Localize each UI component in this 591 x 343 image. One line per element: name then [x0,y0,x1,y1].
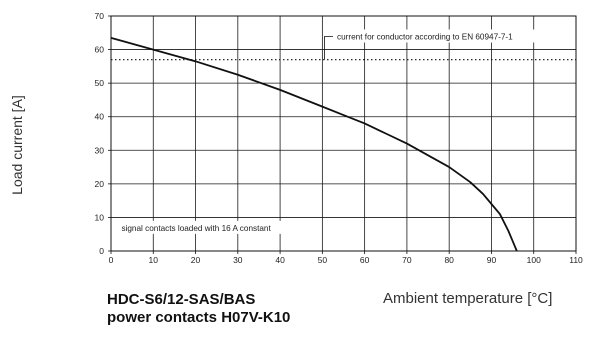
x-axis-label: Ambient temperature [°C] [383,290,553,307]
y-axis-label: Load current [A] [9,95,25,195]
x-tick-label-110: 110 [569,255,583,265]
y-tick-label-0: 0 [99,246,104,256]
x-tick-label-100: 100 [527,255,541,265]
annotation-leader-0 [324,36,334,60]
x-tick-label-20: 20 [191,255,201,265]
x-tick-label-10: 10 [149,255,159,265]
x-tick-label-0: 0 [109,255,114,265]
series-title-line-2: power contacts H07V-K10 [107,309,291,326]
series-title: HDC-S6/12-SAS/BAS power contacts H07V-K1… [107,291,290,327]
y-tick-label-60: 60 [95,45,105,55]
x-tick-label-30: 30 [233,255,243,265]
x-tick-label-80: 80 [444,255,454,265]
y-tick-label-10: 10 [95,212,105,222]
x-tick-label-40: 40 [275,255,285,265]
x-tick-label-70: 70 [402,255,412,265]
plot-frame [110,15,577,252]
annotation-text-0: current for conductor according to EN 60… [337,33,513,42]
y-tick-label-20: 20 [95,179,105,189]
x-tick-label-50: 50 [318,255,328,265]
y-tick-label-40: 40 [95,112,105,122]
annotation-bg-1 [119,220,315,234]
series-title-line-1: HDC-S6/12-SAS/BAS [107,291,256,308]
x-tick-label-90: 90 [487,255,497,265]
y-axis-label-container: Load current [A] [4,60,30,230]
y-tick-label-70: 70 [95,11,105,21]
y-tick-label-30: 30 [95,145,105,155]
x-tick-label-60: 60 [360,255,370,265]
derating-curve [110,36,518,252]
annotation-text-1: signal contacts loaded with 16 A constan… [121,224,271,233]
y-tick-label-50: 50 [95,78,105,88]
annotation-bg-0 [335,29,558,43]
